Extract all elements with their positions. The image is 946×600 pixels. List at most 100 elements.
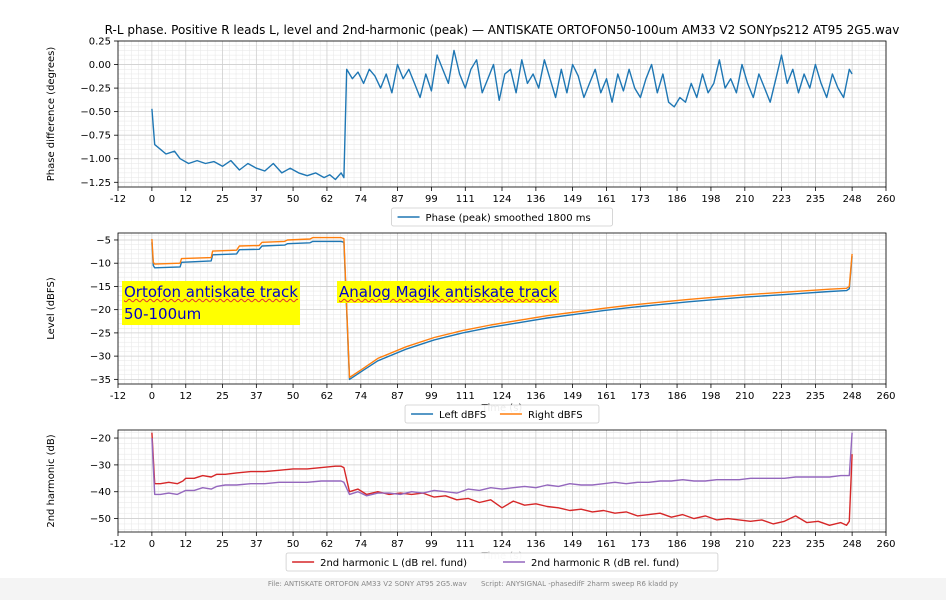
y-axis-label: Phase difference (degrees) (46, 47, 57, 182)
x-tick-label: 223 (772, 194, 791, 205)
x-tick-label: 124 (492, 539, 511, 550)
x-tick-label: 260 (876, 194, 895, 205)
x-tick-label: 37 (250, 391, 263, 402)
x-tick-label: 223 (772, 391, 791, 402)
x-tick-label: 124 (492, 391, 511, 402)
x-tick-label: 136 (526, 194, 545, 205)
x-tick-label: 111 (456, 539, 475, 550)
y-tick-label: 0.00 (89, 60, 111, 71)
x-tick-label: 99 (425, 539, 438, 550)
x-tick-label: 260 (876, 539, 895, 550)
y-tick-label: −30 (90, 352, 111, 363)
x-tick-label: 12 (179, 539, 192, 550)
x-tick-label: 248 (843, 539, 862, 550)
series-line-1 (151, 49, 853, 181)
x-tick-label: 74 (354, 391, 367, 402)
y-tick-label: −1.00 (80, 154, 111, 165)
legend-box (391, 207, 613, 227)
x-tick-label: 173 (631, 391, 650, 402)
x-tick-label: 50 (287, 539, 300, 550)
x-tick-label: 260 (876, 391, 895, 402)
y-axis-label: Level (dBFS) (46, 277, 57, 340)
legend-label-1: Phase (peak) smoothed 1800 ms (426, 213, 591, 224)
legend-label-1: Left dBFS (439, 410, 486, 421)
x-tick-label: 62 (321, 539, 334, 550)
x-tick-label: 62 (321, 391, 334, 402)
x-tick-label: 25 (216, 539, 229, 550)
x-tick-label: 25 (216, 194, 229, 205)
x-tick-label: 161 (597, 391, 616, 402)
x-tick-label: 87 (391, 391, 404, 402)
x-tick-label: 198 (701, 194, 720, 205)
x-tick-label: -12 (110, 539, 126, 550)
legend-box (285, 552, 719, 572)
y-tick-label: −0.75 (80, 131, 111, 142)
x-tick-label: 124 (492, 194, 511, 205)
footer-script: Script: ANYSIGNAL -phasedifF 2harm sweep… (480, 580, 679, 588)
x-tick-label: 87 (391, 194, 404, 205)
y-tick-label: −1.25 (80, 178, 111, 189)
x-tick-label: 198 (701, 539, 720, 550)
panel-2: -12 0 12 25 37 50 62 74 87 99 111 124 136 149 161 173 18… (46, 232, 896, 424)
y-tick-label: −0.25 (80, 84, 111, 95)
legend-label-1: 2nd harmonic L (dB rel. fund) (320, 558, 467, 569)
x-tick-label: 99 (425, 194, 438, 205)
y-tick-label: −25 (90, 328, 111, 339)
x-tick-label: -12 (110, 391, 126, 402)
x-tick-label: 12 (179, 194, 192, 205)
x-tick-label: 210 (735, 194, 754, 205)
legend: 2nd harmonic L (dB rel. fund) 2nd harmoni… (285, 552, 719, 572)
x-tick-label: 111 (456, 391, 475, 402)
x-tick-label: 37 (250, 194, 263, 205)
panel-3: -12 0 12 25 37 50 62 74 87 99 111 124 136 149 161 173 18… (46, 429, 896, 572)
bottom-bar (0, 578, 946, 600)
series-line-2 (151, 432, 853, 497)
x-tick-label: 74 (354, 194, 367, 205)
x-tick-label: 186 (668, 539, 687, 550)
x-tick-label: 25 (216, 391, 229, 402)
y-tick-label: −5 (96, 235, 111, 246)
footer: File: ANTISKATE ORTOFON AM33 V2 SONY AT9… (0, 580, 946, 588)
y-tick-label: −50 (90, 514, 111, 525)
panel-1: R-L phase. Positive R leads L, level and… (46, 23, 900, 227)
x-tick-label: 0 (149, 194, 155, 205)
x-tick-label: 149 (563, 539, 582, 550)
x-tick-label: 50 (287, 194, 300, 205)
x-tick-label: 111 (456, 194, 475, 205)
x-tick-label: 186 (668, 194, 687, 205)
x-tick-label: 37 (250, 539, 263, 550)
x-tick-label: 99 (425, 391, 438, 402)
x-tick-label: 248 (843, 194, 862, 205)
x-tick-label: 149 (563, 391, 582, 402)
x-tick-label: 0 (149, 391, 155, 402)
x-tick-label: 50 (287, 391, 300, 402)
chart-title: R-L phase. Positive R leads L, level and… (105, 23, 900, 37)
legend: Phase (peak) smoothed 1800 ms (391, 207, 613, 227)
y-tick-label: 0.25 (89, 37, 111, 48)
x-tick-label: 87 (391, 539, 404, 550)
x-tick-label: 210 (735, 391, 754, 402)
x-tick-label: 173 (631, 539, 650, 550)
major-grid (117, 40, 887, 187)
x-tick-label: 136 (526, 539, 545, 550)
legend-label-2: Right dBFS (528, 410, 583, 421)
y-axis-label: 2nd harmonic (dB) (46, 434, 57, 527)
y-tick-label: −40 (90, 487, 111, 498)
y-tick-label: −35 (90, 375, 111, 386)
x-tick-label: 0 (149, 539, 155, 550)
y-tick-label: −20 (90, 305, 111, 316)
y-tick-label: −10 (90, 259, 111, 270)
x-tick-label: 149 (563, 194, 582, 205)
footer-file: File: ANTISKATE ORTOFON AM33 V2 SONY AT9… (267, 580, 467, 588)
legend-label-2: 2nd harmonic R (dB rel. fund) (531, 558, 679, 569)
y-tick-label: −20 (90, 434, 111, 445)
x-tick-label: 12 (179, 391, 192, 402)
annotation-analog-magik: Analog Magik antiskate track (337, 281, 560, 303)
x-tick-label: 235 (806, 194, 825, 205)
x-tick-label: 223 (772, 539, 791, 550)
x-tick-label: 62 (321, 194, 334, 205)
series-line-1 (151, 432, 853, 526)
series-line-2 (151, 236, 853, 379)
x-tick-label: 74 (354, 539, 367, 550)
